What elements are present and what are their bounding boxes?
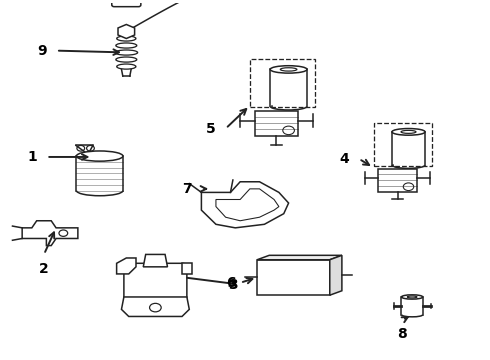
- Ellipse shape: [401, 295, 423, 299]
- Polygon shape: [122, 297, 189, 316]
- FancyBboxPatch shape: [124, 263, 187, 301]
- Polygon shape: [257, 255, 342, 260]
- Text: 3: 3: [228, 278, 238, 292]
- Ellipse shape: [392, 129, 425, 135]
- Polygon shape: [182, 263, 192, 274]
- Polygon shape: [117, 258, 136, 274]
- Text: 7: 7: [182, 182, 192, 196]
- Ellipse shape: [116, 57, 137, 62]
- Polygon shape: [201, 182, 289, 228]
- Polygon shape: [257, 260, 330, 295]
- Ellipse shape: [270, 66, 307, 73]
- Ellipse shape: [116, 43, 137, 48]
- Polygon shape: [118, 24, 135, 39]
- Polygon shape: [330, 255, 342, 295]
- Text: 2: 2: [39, 261, 49, 275]
- FancyBboxPatch shape: [112, 0, 141, 7]
- Text: 8: 8: [397, 327, 407, 341]
- Text: 6: 6: [226, 276, 235, 290]
- Text: 9: 9: [37, 44, 47, 58]
- Polygon shape: [22, 221, 78, 246]
- Text: 4: 4: [340, 152, 349, 166]
- Ellipse shape: [117, 64, 136, 69]
- Ellipse shape: [115, 50, 138, 55]
- Text: 5: 5: [206, 122, 216, 136]
- Ellipse shape: [76, 151, 123, 161]
- Ellipse shape: [117, 36, 136, 41]
- Polygon shape: [143, 255, 168, 267]
- Text: 1: 1: [27, 150, 37, 164]
- Polygon shape: [255, 111, 298, 136]
- Polygon shape: [378, 169, 417, 192]
